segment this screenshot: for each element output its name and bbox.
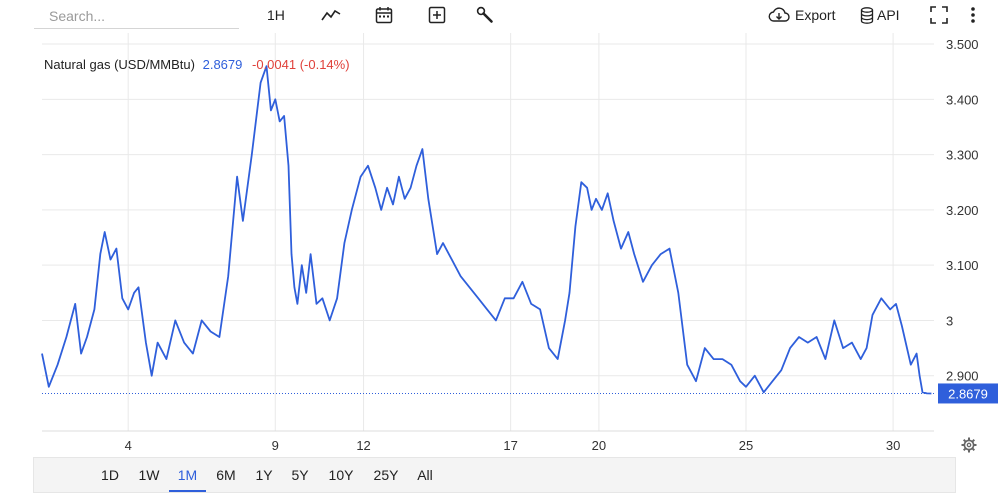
interval-label: 1H	[267, 7, 285, 23]
y-tick-label: 3	[946, 313, 953, 328]
last-price-box	[938, 383, 998, 404]
calendar-icon	[375, 6, 393, 24]
y-tick-label: 3.500	[946, 37, 979, 52]
price-chart[interactable]: 2.900 3 3.100 3.200 3.300 3.400 3.500 4 9 12 17 20…	[0, 33, 998, 457]
y-tick-label: 3.200	[946, 203, 979, 218]
vertical-dots-icon	[970, 6, 976, 24]
current-price: 2.8679	[202, 57, 243, 72]
x-axis: 4 9 12 17 20 25 30	[125, 438, 901, 453]
search-input[interactable]	[34, 3, 239, 29]
gear-icon	[961, 437, 977, 453]
x-tick-label: 17	[503, 438, 517, 453]
range-all-button[interactable]: All	[417, 467, 433, 483]
last-price-label: 2.8679	[948, 386, 988, 401]
chart-area[interactable]: 2.900 3 3.100 3.200 3.300 3.400 3.500 4 9 12 17 20…	[0, 33, 998, 457]
instrument-name: Natural gas (USD/MMBtu)	[44, 57, 195, 72]
x-tick-label: 9	[272, 438, 279, 453]
x-tick-label: 25	[739, 438, 753, 453]
x-tick-label: 20	[592, 438, 606, 453]
range-5y-button[interactable]: 5Y	[291, 467, 309, 483]
database-icon	[860, 6, 874, 24]
range-1y-button[interactable]: 1Y	[255, 467, 273, 483]
api-button[interactable]: API	[860, 4, 900, 26]
chart-series	[41, 65, 932, 395]
more-options-button[interactable]	[970, 4, 976, 26]
line-chart-icon	[321, 8, 341, 22]
cloud-download-icon	[768, 7, 790, 23]
api-label: API	[877, 7, 900, 23]
range-6m-button[interactable]: 6M	[216, 467, 236, 483]
price-change: -0.0041 (-0.14%)	[252, 57, 350, 72]
chart-type-button[interactable]	[321, 4, 341, 26]
range-25y-button[interactable]: 25Y	[373, 467, 399, 483]
export-button[interactable]: Export	[768, 4, 835, 26]
calendar-button[interactable]	[375, 4, 393, 26]
wrench-icon	[476, 6, 494, 24]
chart-header: Natural gas (USD/MMBtu) 2.8679 -0.0041 (…	[44, 57, 350, 72]
range-10y-button[interactable]: 10Y	[328, 467, 354, 483]
y-tick-label: 3.300	[946, 148, 979, 163]
y-tick-label: 3.100	[946, 258, 979, 273]
interval-button[interactable]: 1H	[267, 4, 285, 26]
range-1m-button[interactable]: 1M	[169, 458, 206, 492]
x-tick-label: 12	[356, 438, 370, 453]
y-tick-label: 3.400	[946, 92, 979, 107]
x-tick-label: 4	[125, 438, 132, 453]
range-selector: 1D 1W 1M 6M 1Y 5Y 10Y 25Y All	[33, 457, 956, 493]
chart-settings-button[interactable]	[961, 437, 977, 453]
tools-button[interactable]	[476, 4, 494, 26]
plus-box-icon	[428, 6, 446, 24]
range-1w-button[interactable]: 1W	[138, 467, 160, 483]
export-label: Export	[795, 7, 836, 23]
series-line	[41, 65, 932, 395]
add-indicator-button[interactable]	[428, 4, 446, 26]
range-1d-button[interactable]: 1D	[101, 467, 119, 483]
fullscreen-button[interactable]	[930, 4, 948, 26]
toolbar: 1H Export API	[0, 0, 998, 32]
fullscreen-icon	[930, 6, 948, 24]
y-axis: 2.900 3 3.100 3.200 3.300 3.400 3.500	[946, 37, 979, 384]
x-tick-label: 30	[886, 438, 900, 453]
last-price-marker: 2.8679	[42, 383, 998, 404]
chart-grid	[42, 33, 934, 432]
y-tick-label: 2.900	[946, 369, 979, 384]
